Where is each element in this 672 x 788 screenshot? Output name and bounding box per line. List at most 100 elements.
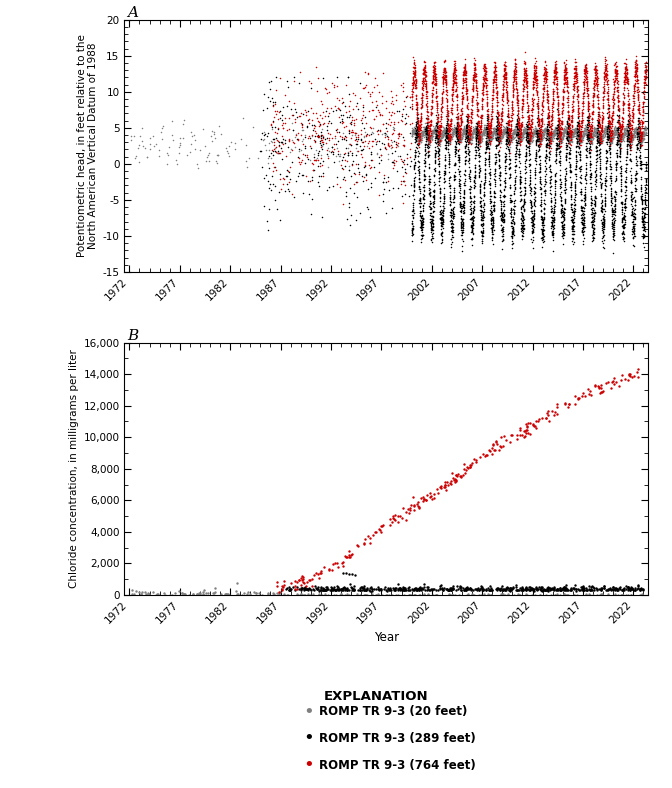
Point [558,85,569,98]
Point [190,134,200,147]
Point [618,102,628,115]
Point [544,134,555,147]
Point [572,80,583,93]
Point [445,132,456,144]
Point [616,121,627,134]
Point [439,164,450,177]
Point [519,188,530,201]
Point [489,168,500,180]
Point [536,210,547,223]
Point [449,72,460,85]
Point [535,128,546,141]
Point [534,132,544,144]
Point [374,583,384,596]
Point [490,163,501,176]
Point [450,66,460,79]
Point [611,128,622,140]
Point [296,569,307,582]
Point [491,140,501,153]
Point [573,102,583,114]
Point [519,195,530,207]
Point [472,95,482,108]
Point [558,128,569,140]
Point [497,105,507,117]
Point [316,95,327,107]
Point [454,151,464,164]
Point [540,189,550,202]
Point [519,80,530,92]
Point [597,119,607,132]
Point [439,149,450,162]
Point [297,582,308,595]
Point [513,117,524,130]
Point [488,203,499,215]
Point [577,205,587,217]
Point [519,125,530,138]
Point [589,207,600,220]
Point [566,131,577,143]
Point [573,139,583,152]
Point [595,121,605,134]
Point [437,74,448,87]
Point [599,126,610,139]
Point [521,80,532,92]
Point [488,84,499,96]
Point [503,110,514,122]
Point [501,124,512,136]
Point [444,185,455,198]
Point [616,135,626,147]
Point [440,139,451,151]
Point [272,133,283,146]
Point [482,137,493,150]
Point [513,588,523,600]
Point [419,154,430,167]
Point [435,111,446,124]
Point [590,124,601,136]
Point [493,127,503,139]
Point [570,62,581,75]
Point [564,125,575,137]
Point [597,211,608,224]
Point [579,125,590,137]
Point [351,99,362,112]
Point [503,132,513,144]
Point [604,123,615,136]
Point [422,102,433,115]
Point [415,124,425,136]
Point [517,221,528,234]
Point [622,131,633,143]
Point [513,129,524,142]
Point [424,131,435,143]
Point [634,131,645,143]
Point [638,90,649,102]
Point [445,132,456,145]
Point [583,133,594,146]
Point [607,214,618,226]
Point [441,77,452,90]
Point [548,83,559,95]
Point [523,583,534,596]
Point [424,119,435,132]
Point [425,183,435,195]
Point [630,124,641,136]
Point [634,117,645,130]
Point [415,130,425,143]
Point [375,526,386,538]
Point [608,247,619,259]
Point [386,583,396,596]
Point [638,92,649,105]
Point [628,89,638,102]
Point [605,167,616,180]
Text: A: A [127,6,138,20]
Point [373,580,384,593]
Point [485,138,495,151]
Point [413,583,424,596]
Point [465,199,476,212]
Point [573,130,584,143]
Point [482,126,493,139]
Point [556,205,566,217]
Point [487,132,498,144]
Point [612,113,623,126]
Point [466,131,476,143]
Point [446,115,456,128]
